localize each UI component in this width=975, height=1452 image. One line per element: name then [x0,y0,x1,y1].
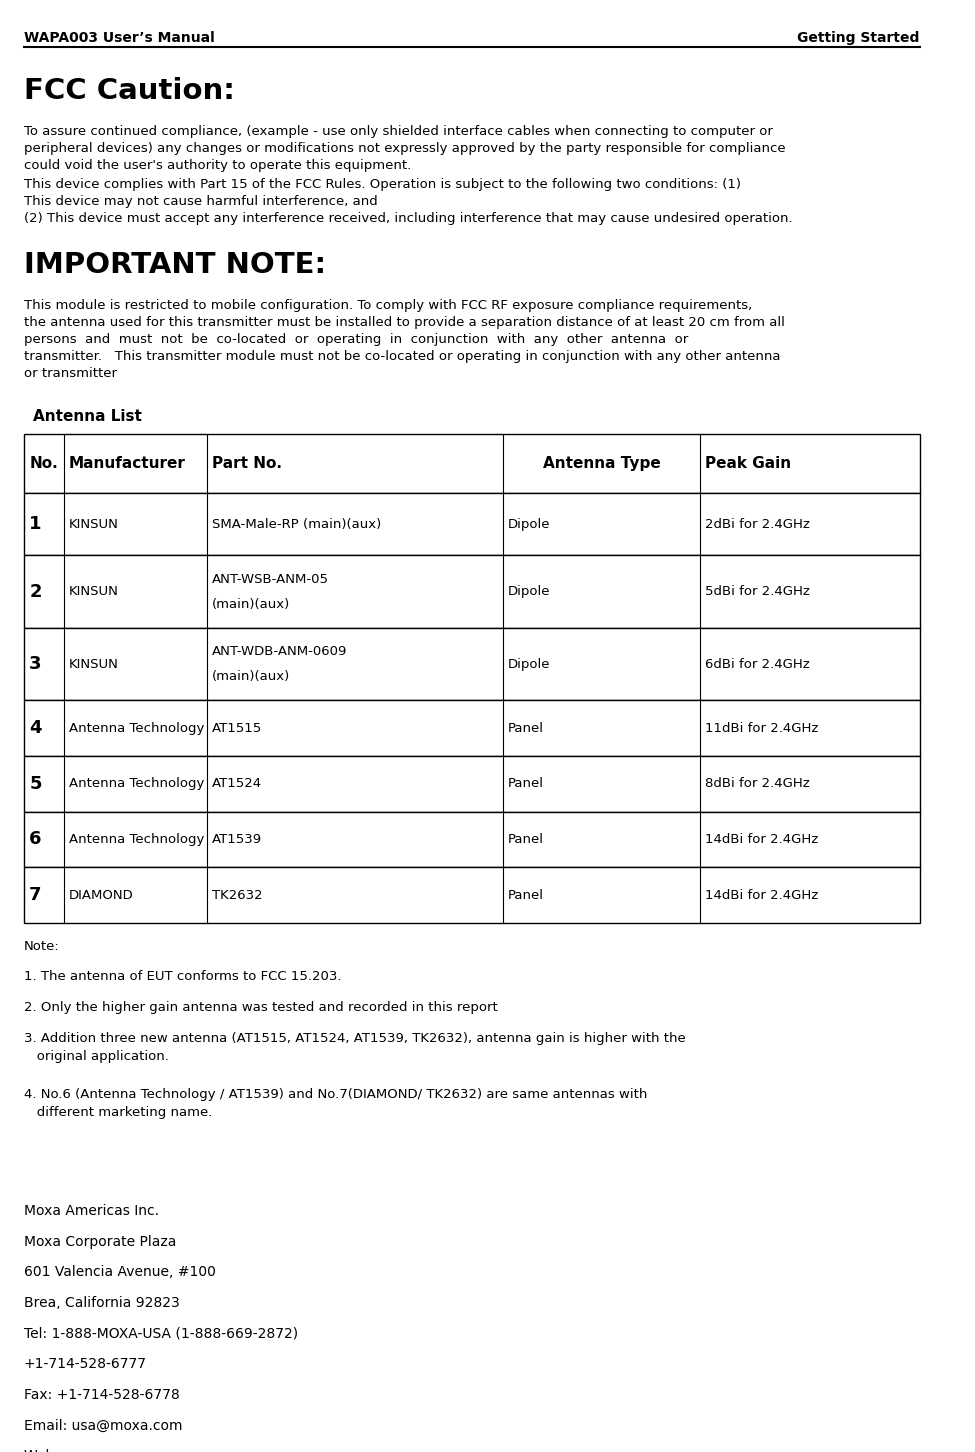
Text: Antenna List: Antenna List [33,409,142,424]
Text: 601 Valencia Avenue, #100: 601 Valencia Avenue, #100 [23,1266,215,1279]
Text: KINSUN: KINSUN [68,658,119,671]
Text: Panel: Panel [508,777,544,790]
Text: Antenna Technology: Antenna Technology [68,722,204,735]
Text: 14dBi for 2.4GHz: 14dBi for 2.4GHz [705,833,818,847]
Text: Panel: Panel [508,722,544,735]
Text: SMA-Male-RP (main)(aux): SMA-Male-RP (main)(aux) [212,518,381,530]
Text: Moxa Americas Inc.: Moxa Americas Inc. [23,1204,159,1218]
Text: DIAMOND: DIAMOND [68,889,134,902]
Text: Panel: Panel [508,833,544,847]
Text: Dipole: Dipole [508,585,550,598]
Text: Web: www.moxa.com: Web: www.moxa.com [23,1449,173,1452]
Text: Dipole: Dipole [508,518,550,530]
Text: This module is restricted to mobile configuration. To comply with FCC RF exposur: This module is restricted to mobile conf… [23,299,785,380]
Text: This device complies with Part 15 of the FCC Rules. Operation is subject to the : This device complies with Part 15 of the… [23,179,793,225]
Text: 3: 3 [29,655,42,674]
Text: 4: 4 [29,719,42,738]
Bar [23,756,919,812]
Text: 2dBi for 2.4GHz: 2dBi for 2.4GHz [705,518,809,530]
Text: 2: 2 [29,582,42,601]
Bar [23,492,919,556]
Text: (main)(aux): (main)(aux) [212,669,291,682]
Text: Antenna Technology: Antenna Technology [68,777,204,790]
Text: No.: No. [29,456,58,470]
Text: AT1539: AT1539 [212,833,262,847]
Text: 7: 7 [29,886,42,905]
Text: Brea, California 92823: Brea, California 92823 [23,1297,179,1310]
Text: ANT-WSB-ANM-05: ANT-WSB-ANM-05 [212,572,329,585]
Text: 14dBi for 2.4GHz: 14dBi for 2.4GHz [705,889,818,902]
Text: 1. The antenna of EUT conforms to FCC 15.203.: 1. The antenna of EUT conforms to FCC 15… [23,970,341,983]
Bar [23,434,919,492]
Text: 6dBi for 2.4GHz: 6dBi for 2.4GHz [705,658,809,671]
Text: Peak Gain: Peak Gain [705,456,791,470]
Text: KINSUN: KINSUN [68,585,119,598]
Text: IMPORTANT NOTE:: IMPORTANT NOTE: [23,251,326,279]
Text: +1-714-528-6777: +1-714-528-6777 [23,1358,146,1371]
Text: Panel: Panel [508,889,544,902]
Text: 5: 5 [29,775,42,793]
Text: 2. Only the higher gain antenna was tested and recorded in this report: 2. Only the higher gain antenna was test… [23,1000,497,1013]
Text: Antenna Technology: Antenna Technology [68,833,204,847]
Text: Dipole: Dipole [508,658,550,671]
Text: 6: 6 [29,831,42,848]
Text: Part No.: Part No. [212,456,282,470]
Text: 5dBi for 2.4GHz: 5dBi for 2.4GHz [705,585,809,598]
Bar [23,812,919,867]
Text: Fax: +1-714-528-6778: Fax: +1-714-528-6778 [23,1388,179,1403]
Text: 8dBi for 2.4GHz: 8dBi for 2.4GHz [705,777,809,790]
Text: (main)(aux): (main)(aux) [212,598,291,611]
Bar [23,556,919,627]
Text: Email: usa@moxa.com: Email: usa@moxa.com [23,1419,182,1433]
Text: 11dBi for 2.4GHz: 11dBi for 2.4GHz [705,722,818,735]
Bar [23,627,919,700]
Text: AT1524: AT1524 [212,777,262,790]
Text: 4. No.6 (Antenna Technology / AT1539) and No.7(DIAMOND/ TK2632) are same antenna: 4. No.6 (Antenna Technology / AT1539) an… [23,1088,647,1119]
Text: To assure continued compliance, (example - use only shielded interface cables wh: To assure continued compliance, (example… [23,125,785,173]
Text: ANT-WDB-ANM-0609: ANT-WDB-ANM-0609 [212,645,347,658]
Text: WAPA003 User’s Manual: WAPA003 User’s Manual [23,30,214,45]
Text: Tel: 1-888-MOXA-USA (1-888-669-2872): Tel: 1-888-MOXA-USA (1-888-669-2872) [23,1327,297,1340]
Text: Moxa Corporate Plaza: Moxa Corporate Plaza [23,1234,176,1249]
Text: FCC Caution:: FCC Caution: [23,77,234,105]
Text: Manufacturer: Manufacturer [68,456,185,470]
Text: Getting Started: Getting Started [798,30,919,45]
Text: KINSUN: KINSUN [68,518,119,530]
Bar [23,867,919,923]
Bar [23,700,919,756]
Text: TK2632: TK2632 [212,889,262,902]
Text: 3. Addition three new antenna (AT1515, AT1524, AT1539, TK2632), antenna gain is : 3. Addition three new antenna (AT1515, A… [23,1031,685,1063]
Text: AT1515: AT1515 [212,722,262,735]
Text: Note:: Note: [23,939,59,953]
Text: Antenna Type: Antenna Type [543,456,660,470]
Text: 1: 1 [29,515,42,533]
